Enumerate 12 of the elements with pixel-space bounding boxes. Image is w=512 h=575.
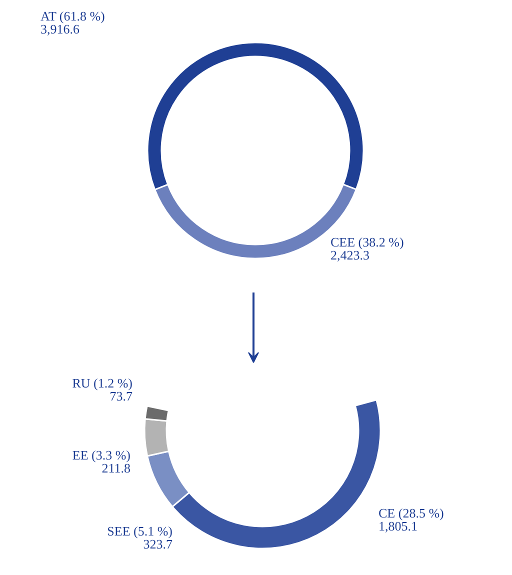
slice-label: AT (61.8 %) — [40, 8, 105, 24]
data-label: 211.8 — [102, 460, 131, 476]
slice-label: RU (1.2 %) — [72, 376, 132, 390]
slice-label: SEE (5.1 %) — [107, 524, 173, 538]
data-label: 3,916.6 — [40, 22, 80, 36]
data-label: 73.7 — [110, 388, 133, 404]
data-label: 323.7 — [143, 536, 173, 552]
slice-label: CE (28.5 %) — [378, 506, 444, 520]
data-label: 2,423.3 — [330, 248, 370, 262]
slice-label: CEE (38.2 %) — [330, 234, 404, 250]
data-label: 1,805.1 — [378, 518, 418, 534]
slice-label: EE (3.3 %) — [72, 448, 131, 462]
